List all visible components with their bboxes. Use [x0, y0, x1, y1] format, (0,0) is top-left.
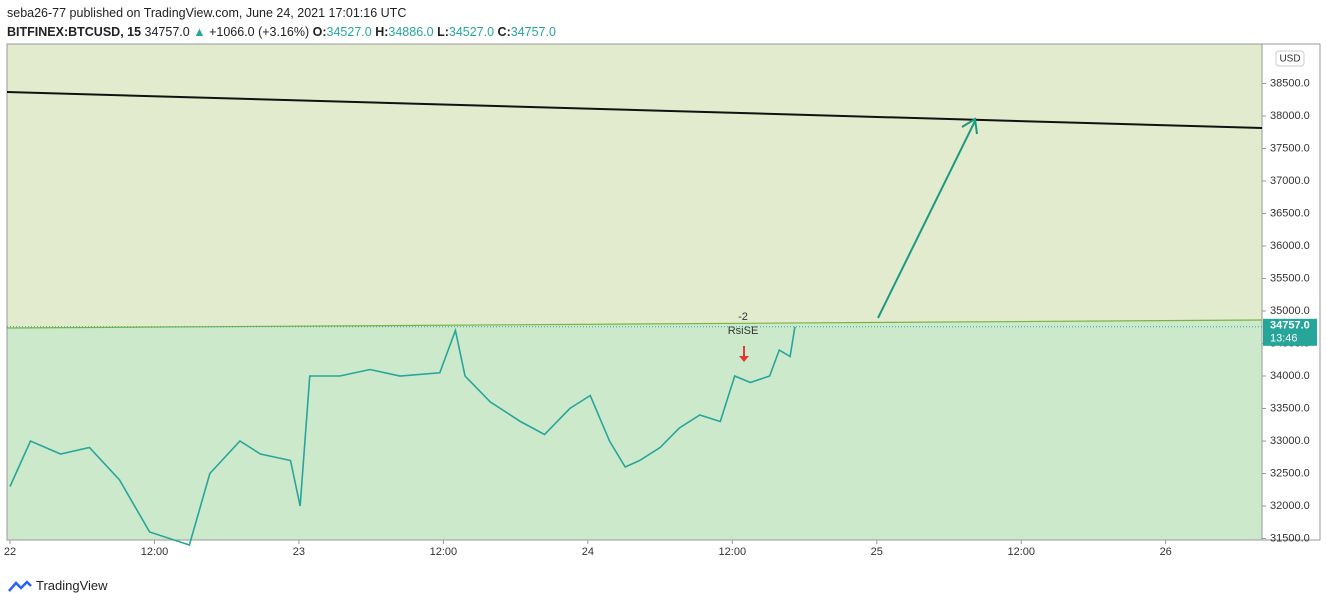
high: 34886.0 [388, 25, 434, 39]
close: 34757.0 [510, 25, 556, 39]
price-line [9, 326, 796, 547]
arrow-head [961, 117, 978, 135]
x-tick-label: 12:00 [141, 546, 169, 558]
y-tick-label: 37500.0 [1270, 142, 1310, 154]
arrow-line [877, 120, 976, 319]
x-tick-label: 12:00 [430, 546, 458, 558]
y-tick-label: 32500.0 [1270, 467, 1310, 479]
x-tick-label: 24 [582, 546, 594, 558]
countdown: 13:46 [1270, 333, 1298, 345]
o-label: O: [312, 25, 327, 39]
x-tick-label: 22 [4, 546, 16, 558]
lower-zone [7, 320, 1262, 540]
currency: USD [1279, 54, 1300, 65]
low: 34527.0 [448, 25, 495, 39]
x-tick-label: 25 [871, 546, 883, 558]
y-tick-label: 35500.0 [1270, 272, 1310, 284]
chart: -2 RsiSE USD 31500.0 32000.0 32500.0 33000.… [4, 43, 1321, 558]
y-tick-label: 36500.0 [1270, 207, 1310, 219]
trend-line [6, 91, 1263, 129]
y-tick-label: 33500.0 [1270, 402, 1310, 414]
y-tick-label: 35000.0 [1270, 305, 1310, 317]
y-tick-label: 38000.0 [1270, 110, 1310, 122]
symbol-line: BITFINEX:BTCUSD, 15 34757.0 ▲ +1066.0 (+… [7, 23, 556, 42]
change: +1066.0 (+3.16%) [209, 25, 310, 39]
y-tick-label: 34000.0 [1270, 370, 1310, 382]
support-line [6, 319, 1263, 329]
x-tick-label: 12:00 [719, 546, 747, 558]
brand: TradingView [36, 578, 108, 593]
annotation: -2 [738, 311, 748, 323]
arrow: ▲ [193, 25, 206, 39]
x-tick-label: 26 [1160, 546, 1172, 558]
x-tick-label: 23 [293, 546, 305, 558]
last-price-tag [1263, 318, 1317, 346]
logo [8, 579, 32, 592]
y-tick-label: 33000.0 [1270, 435, 1310, 447]
l-label: L: [437, 25, 449, 39]
last-price: 34757.0 [1270, 320, 1310, 332]
y-tick-label: 36000.0 [1270, 240, 1310, 252]
footer: TradingView [8, 578, 108, 593]
annotation: RsiSE [728, 325, 759, 337]
frame [6, 43, 1321, 541]
currency-box [1275, 50, 1305, 67]
signal-arrow [739, 346, 749, 362]
c-label: C: [497, 25, 511, 39]
publisher: seba26-77 published on TradingView.com, … [7, 6, 407, 20]
y-tick-label: 38500.0 [1270, 77, 1310, 89]
open: 34527.0 [326, 25, 372, 39]
y-tick-label: 37000.0 [1270, 175, 1310, 187]
header: seba26-77 published on TradingView.com, … [7, 4, 556, 42]
x-tick-label: 12:00 [1007, 546, 1035, 558]
y-tick-label: 31500.0 [1270, 532, 1310, 544]
h-label: H: [375, 25, 389, 39]
price: 34757.0 [144, 25, 190, 39]
symbol: BITFINEX:BTCUSD, 15 [7, 25, 142, 39]
y-tick-label: 32000.0 [1270, 500, 1310, 512]
upper-zone [7, 44, 1262, 328]
